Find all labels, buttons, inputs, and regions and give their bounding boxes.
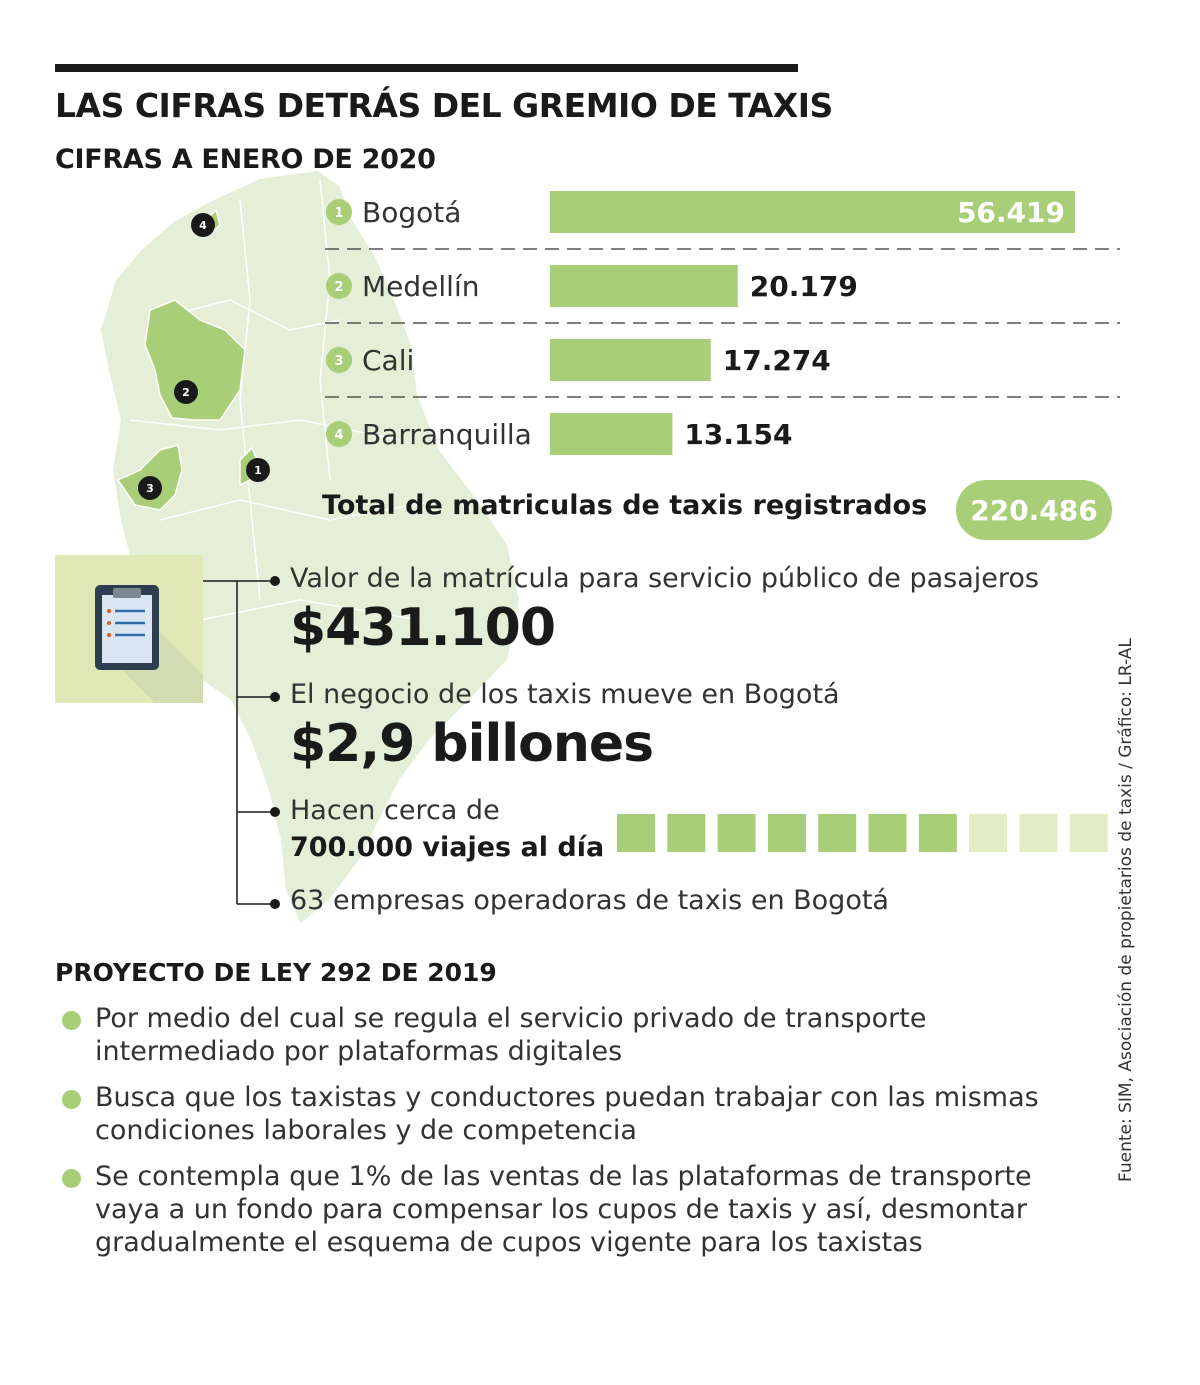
bar — [550, 265, 738, 307]
colombia-map: 1 2 3 4 — [98, 168, 522, 927]
category-label: Barranquilla — [362, 418, 532, 451]
svg-text:4: 4 — [199, 219, 207, 232]
trip-squares — [617, 814, 1108, 852]
page-title: LAS CIFRAS DETRÁS DEL GREMIO DE TAXIS — [55, 86, 833, 125]
value-label: 13.154 — [684, 418, 792, 451]
value-label: 20.179 — [750, 270, 858, 303]
trips-value: 700.000 viajes al día — [290, 832, 605, 863]
clipboard-icon — [95, 585, 203, 703]
companies-label: 63 empresas operadoras de taxis en Bogot… — [290, 885, 889, 916]
rank-circle — [326, 273, 352, 299]
bar — [550, 191, 1075, 233]
bar — [550, 413, 673, 455]
business-value: $2,9 billones — [290, 714, 654, 774]
total-value-badge: 220.486 — [956, 480, 1112, 540]
trip-square-empty — [1019, 814, 1058, 852]
map-borders — [129, 179, 441, 621]
category-label: Bogotá — [362, 196, 461, 229]
svg-text:2: 2 — [182, 386, 190, 399]
registration-label: Valor de la matrícula para servicio públ… — [290, 563, 1039, 594]
map-marker-1: 1 — [246, 458, 270, 482]
business-label: El negocio de los taxis mueve en Bogotá — [290, 679, 840, 710]
bullet-dot — [270, 692, 280, 702]
trip-square-empty — [1069, 814, 1108, 852]
page-subtitle: CIFRAS A ENERO DE 2020 — [55, 144, 436, 175]
law-list: Por medio del cual se regula el servicio… — [62, 1002, 1102, 1272]
rank-circle — [326, 347, 352, 373]
law-item: Por medio del cual se regula el servicio… — [62, 1002, 1102, 1068]
rank-circle — [326, 199, 352, 225]
law-item-text: Busca que los taxistas y conductores pue… — [95, 1082, 1039, 1146]
map-marker-3: 3 — [138, 476, 162, 500]
rank-number: 2 — [334, 280, 343, 295]
trip-square-filled — [617, 814, 655, 852]
connector-lines — [203, 576, 280, 909]
taxi-bar-chart: 1 Bogotá 56.419 2 Medellín 20.179 3 Cali 17.274 4… — [325, 191, 1120, 455]
law-item-text: Se contempla que 1% de las ventas de las… — [95, 1161, 1032, 1258]
value-label: 17.274 — [723, 344, 831, 377]
map-marker-2: 2 — [174, 380, 198, 404]
registration-value: $431.100 — [290, 598, 556, 658]
top-rule — [55, 64, 798, 72]
category-label: Medellín — [362, 270, 479, 303]
trips-label: Hacen cerca de — [290, 795, 500, 826]
svg-text:3: 3 — [146, 482, 154, 495]
bullet-dot — [270, 576, 280, 586]
rank-number: 4 — [334, 428, 343, 443]
bar — [550, 339, 711, 381]
law-item: Se contempla que 1% de las ventas de las… — [62, 1160, 1102, 1259]
rank-circle — [326, 421, 352, 447]
trip-square-empty — [969, 814, 1008, 852]
source-credit: Fuente: SIM, Asociación de propietarios … — [1116, 638, 1136, 1182]
trip-square-filled — [767, 814, 806, 852]
rank-number: 1 — [334, 206, 343, 221]
bullet-dot — [62, 1011, 81, 1030]
svg-text:1: 1 — [254, 464, 262, 477]
bullet-dot — [62, 1090, 81, 1109]
trip-square-filled — [818, 814, 857, 852]
trip-square-filled — [717, 814, 756, 852]
total-label: Total de matriculas de taxis registrados — [322, 490, 928, 521]
trip-square-filled — [918, 814, 957, 852]
bullet-dot — [270, 899, 280, 909]
bullet-dot — [270, 807, 280, 817]
clipboard-card — [55, 555, 203, 703]
category-label: Cali — [362, 344, 414, 377]
value-label: 56.419 — [957, 196, 1065, 229]
map-marker-4: 4 — [191, 213, 215, 237]
bullet-dot — [62, 1169, 81, 1188]
map-region-medellin — [144, 299, 246, 421]
trip-square-filled — [868, 814, 907, 852]
rank-number: 3 — [334, 354, 343, 369]
trip-square-filled — [667, 814, 706, 852]
law-item: Busca que los taxistas y conductores pue… — [62, 1081, 1102, 1147]
law-title: PROYECTO DE LEY 292 DE 2019 — [55, 958, 497, 987]
law-item-text: Por medio del cual se regula el servicio… — [95, 1003, 927, 1067]
